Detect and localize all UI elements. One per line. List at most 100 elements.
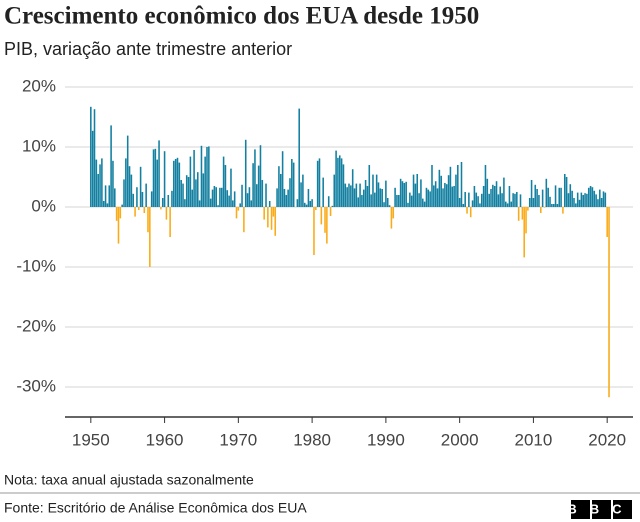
bar bbox=[565, 177, 568, 207]
bar bbox=[567, 193, 570, 207]
bar bbox=[569, 184, 572, 207]
bar bbox=[374, 192, 376, 207]
bar bbox=[213, 186, 216, 207]
bar bbox=[385, 180, 387, 207]
bar bbox=[141, 192, 144, 207]
bar bbox=[606, 207, 608, 237]
bar bbox=[440, 175, 442, 207]
bar bbox=[291, 159, 293, 207]
bar bbox=[530, 180, 533, 207]
x-tick-label: 1970 bbox=[219, 430, 257, 449]
x-tick-label: 2020 bbox=[588, 430, 626, 449]
bar bbox=[464, 192, 466, 207]
bar bbox=[250, 200, 253, 207]
bar bbox=[315, 207, 317, 210]
bar bbox=[189, 156, 192, 207]
bar bbox=[595, 194, 597, 207]
y-tick-label: 20% bbox=[22, 76, 56, 95]
bar bbox=[226, 190, 229, 207]
bar bbox=[274, 207, 277, 236]
bar bbox=[215, 187, 218, 207]
bar bbox=[248, 187, 251, 207]
bar bbox=[392, 207, 395, 219]
bar bbox=[458, 198, 461, 207]
bar bbox=[327, 196, 330, 207]
bar bbox=[143, 207, 146, 213]
bar bbox=[276, 188, 278, 207]
bar bbox=[471, 200, 474, 207]
bar bbox=[211, 189, 214, 207]
bar bbox=[139, 166, 142, 207]
bar bbox=[576, 192, 579, 207]
bar bbox=[420, 179, 422, 207]
bar bbox=[106, 203, 109, 207]
bar bbox=[396, 195, 398, 207]
bar bbox=[399, 178, 402, 207]
bar bbox=[244, 139, 247, 207]
bar bbox=[445, 184, 448, 207]
bar bbox=[101, 158, 103, 207]
bar bbox=[604, 192, 607, 207]
bar bbox=[517, 207, 520, 221]
bar bbox=[462, 204, 465, 207]
bar bbox=[361, 195, 363, 207]
bar bbox=[453, 186, 455, 207]
bar bbox=[353, 188, 356, 207]
bar bbox=[449, 166, 452, 207]
bar bbox=[132, 193, 135, 207]
bar bbox=[150, 191, 153, 207]
bar bbox=[359, 183, 361, 207]
bar bbox=[497, 194, 500, 207]
bar bbox=[121, 204, 123, 207]
bar bbox=[187, 177, 190, 207]
bar bbox=[407, 202, 409, 207]
bar bbox=[235, 207, 238, 219]
bar bbox=[147, 207, 149, 233]
bar bbox=[549, 196, 551, 207]
bar bbox=[165, 207, 168, 220]
bar bbox=[95, 159, 98, 207]
y-tick-label: 0% bbox=[31, 196, 56, 215]
bar bbox=[418, 193, 420, 207]
bar bbox=[161, 198, 164, 207]
bar bbox=[427, 189, 430, 207]
bar bbox=[362, 189, 365, 207]
bar bbox=[313, 207, 315, 255]
bar bbox=[99, 164, 101, 207]
bar bbox=[270, 207, 273, 230]
bar bbox=[97, 174, 99, 207]
bar bbox=[477, 196, 479, 207]
bar bbox=[259, 145, 262, 207]
bar bbox=[368, 165, 371, 207]
bar bbox=[173, 160, 175, 207]
bar bbox=[329, 207, 332, 216]
bar bbox=[263, 207, 265, 220]
bar bbox=[370, 194, 372, 207]
bar bbox=[602, 191, 605, 207]
bar bbox=[563, 174, 566, 207]
bar bbox=[351, 169, 354, 207]
bar bbox=[455, 174, 457, 207]
bar bbox=[457, 165, 459, 207]
bar bbox=[279, 174, 282, 207]
bar bbox=[519, 194, 522, 207]
bar bbox=[265, 183, 267, 207]
logo-box bbox=[592, 500, 611, 519]
bar bbox=[302, 174, 304, 207]
bar bbox=[405, 181, 407, 207]
bar bbox=[495, 181, 498, 207]
bar bbox=[130, 174, 133, 207]
bar bbox=[508, 186, 511, 207]
bar bbox=[167, 195, 170, 207]
bar bbox=[578, 199, 581, 207]
bar bbox=[423, 201, 426, 207]
bar bbox=[219, 187, 221, 207]
bar bbox=[287, 189, 289, 207]
bar bbox=[169, 207, 171, 237]
bar bbox=[547, 187, 549, 207]
bar bbox=[556, 204, 559, 207]
bar bbox=[237, 207, 240, 211]
bar bbox=[486, 178, 489, 207]
bar bbox=[364, 180, 367, 207]
